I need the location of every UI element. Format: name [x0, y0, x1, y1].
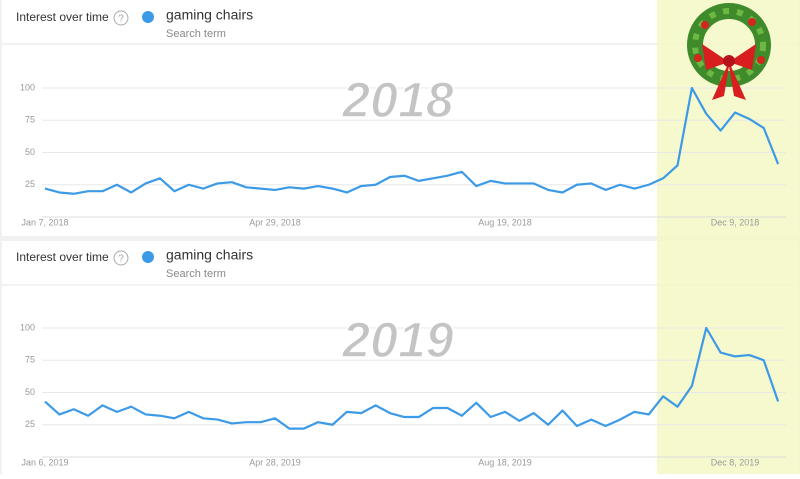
x-tick-label: Jan 7, 2018: [21, 217, 68, 227]
y-tick-label: 25: [25, 179, 35, 189]
y-tick-label: 100: [20, 322, 35, 332]
legend-dot: [142, 11, 154, 23]
x-tick-label: Aug 18, 2019: [478, 457, 532, 467]
legend-subtitle: Search term: [166, 28, 226, 40]
y-tick-label: 25: [25, 419, 35, 429]
x-tick-label: Apr 29, 2018: [249, 217, 301, 227]
berry: [748, 18, 756, 26]
berry: [757, 56, 765, 64]
berry: [694, 54, 702, 62]
x-tick-label: Jan 6, 2019: [21, 457, 68, 467]
legend-label: gaming chairs: [166, 247, 253, 263]
wreath-leaves: [692, 8, 766, 82]
help-icon: [113, 250, 129, 266]
y-tick-label: 75: [25, 355, 35, 365]
wreath: [687, 3, 771, 100]
annotation: 2018: [341, 72, 453, 128]
x-tick-label: Apr 28, 2019: [249, 457, 301, 467]
bow: [702, 44, 756, 100]
chart-title: Interest over time: [16, 10, 109, 24]
legend-subtitle: Search term: [166, 268, 226, 280]
legend-label: gaming chairs: [166, 7, 253, 23]
help-mark: ?: [118, 254, 124, 265]
series-line: [44, 326, 780, 430]
help-mark: ?: [118, 14, 124, 25]
y-tick-label: 100: [20, 82, 35, 92]
x-tick-label: Aug 19, 2018: [478, 217, 532, 227]
berry: [701, 21, 709, 29]
chart-title: Interest over time: [16, 250, 109, 264]
legend-dot: [142, 251, 154, 263]
y-tick-label: 50: [25, 147, 35, 157]
x-tick-label: Dec 9, 2018: [711, 217, 760, 227]
x-tick-label: Dec 8, 2019: [711, 457, 760, 467]
bow-knot: [723, 55, 735, 67]
y-tick-label: 75: [25, 115, 35, 125]
annotation: 2019: [341, 312, 453, 368]
help-icon: [113, 10, 129, 26]
y-tick-label: 50: [25, 387, 35, 397]
series-line: [44, 86, 780, 195]
